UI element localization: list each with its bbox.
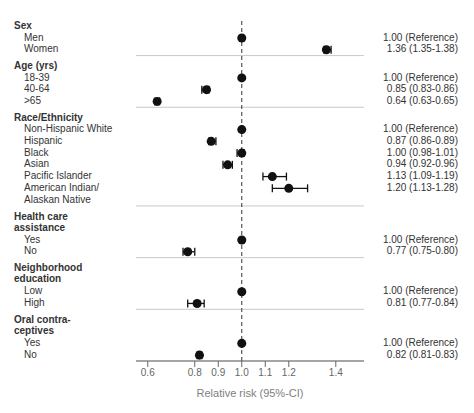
svg-text:No: No [24,245,37,256]
svg-text:0.64 (0.63-0.65): 0.64 (0.63-0.65) [387,95,458,106]
svg-text:18-39: 18-39 [24,72,50,83]
svg-text:1.13 (1.09-1.19): 1.13 (1.09-1.19) [387,170,458,181]
svg-text:Neighborhoodeducation: Neighborhoodeducation [14,262,82,284]
svg-text:High: High [24,297,45,308]
svg-text:Age (yrs): Age (yrs) [14,60,57,71]
svg-text:40-64: 40-64 [24,83,50,94]
svg-text:1.0: 1.0 [235,367,249,378]
svg-text:0.9: 0.9 [211,367,225,378]
svg-text:0.85 (0.83-0.86): 0.85 (0.83-0.86) [387,83,458,94]
svg-text:1.00 (Reference): 1.00 (Reference) [383,72,458,83]
svg-text:Relative risk (95%-CI): Relative risk (95%-CI) [197,387,304,399]
svg-text:0.81 (0.77-0.84): 0.81 (0.77-0.84) [387,297,458,308]
svg-text:0.77 (0.75-0.80): 0.77 (0.75-0.80) [387,245,458,256]
svg-text:1.2: 1.2 [282,367,296,378]
svg-text:Hispanic: Hispanic [24,135,62,146]
svg-text:1.00 (Reference): 1.00 (Reference) [383,234,458,245]
svg-text:Oral contra-ceptives: Oral contra-ceptives [14,314,71,336]
svg-text:0.82 (0.81-0.83): 0.82 (0.81-0.83) [387,349,458,360]
svg-text:Asian: Asian [24,158,49,169]
svg-text:American Indian/: American Indian/ [24,182,99,193]
svg-text:0.87 (0.86-0.89): 0.87 (0.86-0.89) [387,135,458,146]
svg-text:0.94 (0.92-0.96): 0.94 (0.92-0.96) [387,158,458,169]
svg-text:Pacific Islander: Pacific Islander [24,170,92,181]
svg-text:1.1: 1.1 [258,367,272,378]
svg-text:1.20 (1.13-1.28): 1.20 (1.13-1.28) [387,182,458,193]
svg-text:1.4: 1.4 [329,367,343,378]
svg-text:1.00 (Reference): 1.00 (Reference) [383,123,458,134]
svg-text:Sex: Sex [14,20,32,31]
svg-text:0.8: 0.8 [188,367,202,378]
svg-text:1.00 (0.98-1.01): 1.00 (0.98-1.01) [387,147,458,158]
svg-text:Alaskan Native: Alaskan Native [24,194,91,205]
svg-text:1.00 (Reference): 1.00 (Reference) [383,285,458,296]
svg-text:No: No [24,349,37,360]
svg-text:Yes: Yes [24,234,40,245]
svg-text:Women: Women [24,43,58,54]
svg-text:Race/Ethnicity: Race/Ethnicity [14,111,83,122]
svg-text:Yes: Yes [24,337,40,348]
svg-text:Men: Men [24,32,43,43]
svg-text:1.00 (Reference): 1.00 (Reference) [383,337,458,348]
svg-text:1.36 (1.35-1.38): 1.36 (1.35-1.38) [387,43,458,54]
svg-text:Low: Low [24,285,43,296]
svg-text:1.00 (Reference): 1.00 (Reference) [383,32,458,43]
svg-text:>65: >65 [24,95,41,106]
svg-text:Black: Black [24,147,49,158]
svg-text:Health careassistance: Health careassistance [14,210,68,232]
svg-text:0.6: 0.6 [141,367,155,378]
svg-text:Non-Hispanic White: Non-Hispanic White [24,123,113,134]
